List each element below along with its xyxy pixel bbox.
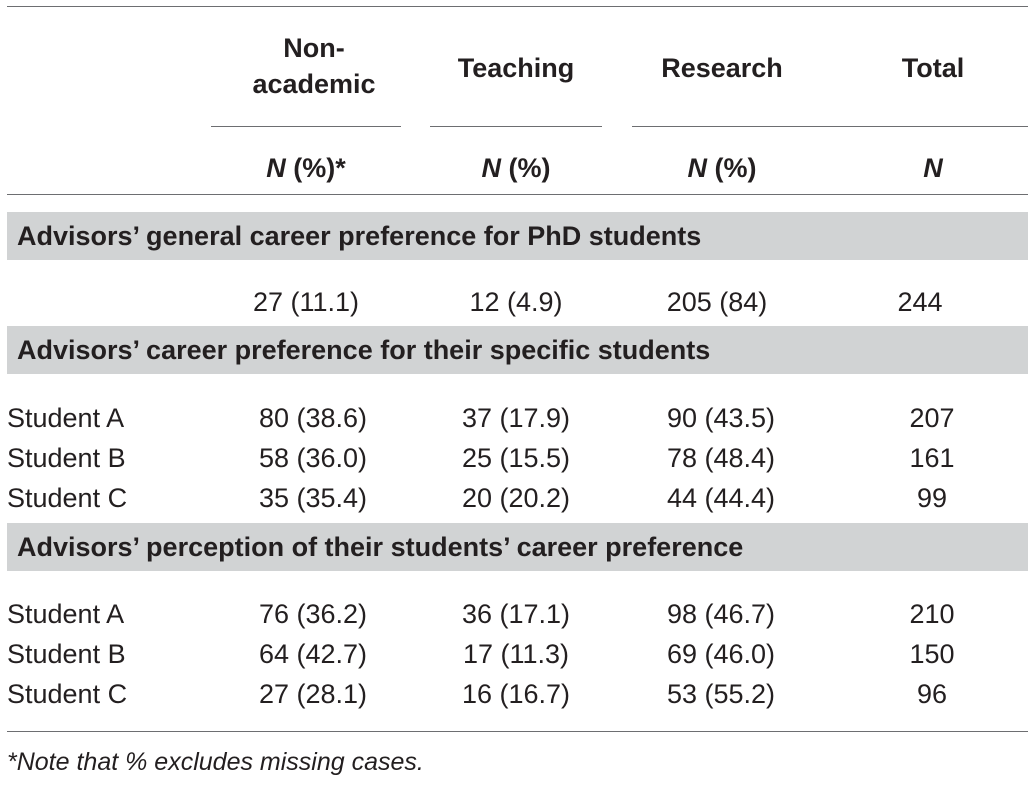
cell-research: 69 (46.0) [666,639,776,669]
cell-teaching: 36 (17.1) [461,599,571,629]
section-band-general: Advisors’ general career preference for … [7,212,1028,260]
row-label: Student A [7,403,125,433]
cell-nonacademic: 80 (38.6) [258,403,368,433]
section-title-specific: Advisors’ career preference for their sp… [17,335,711,365]
column-header-nonacademic: Non-academic [252,33,376,99]
column-header-teaching: Teaching [457,53,575,83]
header-bottom-rule [7,194,1028,195]
cell-nonacademic: 76 (36.2) [258,599,368,629]
section-title-general: Advisors’ general career preference for … [17,221,702,251]
row-label: Student B [7,443,126,473]
cell-nonacademic: 64 (42.7) [258,639,368,669]
cell-total: 244 [897,287,943,317]
cell-research: 44 (44.4) [666,483,776,513]
subheader-total: N [848,152,1018,184]
cell-research: 98 (46.7) [666,599,776,629]
cell-nonacademic: 35 (35.4) [258,483,368,513]
cell-total: 210 [909,599,955,629]
table-top-rule [7,6,1028,7]
cell-nonacademic: 58 (36.0) [258,443,368,473]
cell-research: 205 (84) [666,287,768,317]
subheader-research: N (%) [687,153,757,183]
cell-research: 90 (43.5) [666,403,776,433]
column-header-research: Research [661,53,783,83]
section-title-perception: Advisors’ perception of their students’ … [17,532,744,562]
cell-teaching: 25 (15.5) [461,443,571,473]
cell-research: 53 (55.2) [666,679,776,709]
table-bottom-rule [7,731,1028,732]
column-rule-research-total [632,126,1028,127]
cell-total: 96 [916,679,948,709]
cell-total: 99 [916,483,948,513]
subheader-research-text: (%) [714,153,757,183]
subheader-total-text: N [923,153,943,183]
cell-total: 207 [909,403,955,433]
cell-teaching: 12 (4.9) [469,287,563,317]
cell-nonacademic: 27 (11.1) [252,287,360,317]
row-label: Student A [7,599,125,629]
subheader-nonacademic-text: (%)* [293,153,346,183]
column-header-total: Total [901,53,965,83]
section-band-specific: Advisors’ career preference for their sp… [7,326,1028,374]
subheader-nonacademic: N (%)* [266,153,346,183]
subheader-teaching: N (%) [481,153,551,183]
row-label: Student C [7,483,128,513]
cell-teaching: 20 (20.2) [461,483,571,513]
subheader-teaching-text: (%) [508,153,551,183]
column-rule-nonacademic [211,126,401,127]
column-rule-teaching [430,126,602,127]
cell-teaching: 17 (11.3) [462,639,570,669]
row-label: Student C [7,679,128,709]
section-band-perception: Advisors’ perception of their students’ … [7,523,1028,571]
cell-research: 78 (48.4) [666,443,776,473]
cell-nonacademic: 27 (28.1) [258,679,368,709]
table-footnote: *Note that % excludes missing cases. [7,748,424,776]
row-label: Student B [7,639,126,669]
cell-total: 161 [909,443,955,473]
cell-total: 150 [909,639,955,669]
cell-teaching: 16 (16.7) [461,679,571,709]
cell-teaching: 37 (17.9) [461,403,571,433]
